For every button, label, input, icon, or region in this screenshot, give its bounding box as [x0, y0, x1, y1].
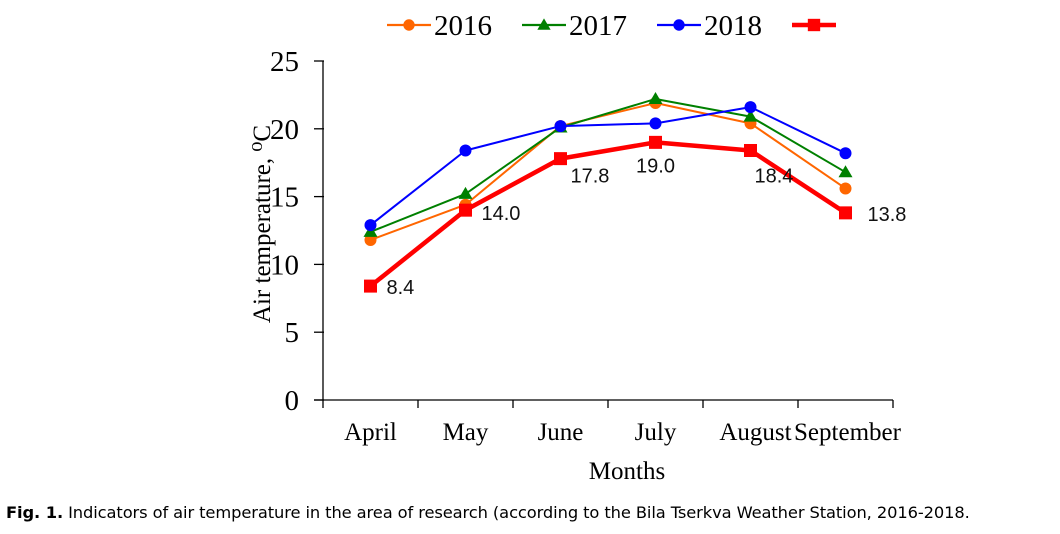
legend-label: 2018: [704, 10, 762, 42]
figure-caption: Fig. 1. Indicators of air temperature in…: [6, 503, 970, 522]
y-tick-label: 15: [270, 182, 299, 214]
line-chart: 2016 2017 2018 0 5 10 15 20 25 April May June July…: [249, 10, 907, 485]
data-point: [364, 219, 377, 232]
y-tick-label: 5: [285, 317, 300, 349]
y-tick-label: 25: [270, 46, 299, 78]
y-axis: 0 5 10 15 20 25: [270, 46, 324, 417]
data-point: [648, 91, 663, 104]
legend-label: 2017: [569, 10, 627, 42]
data-point: [554, 120, 567, 133]
data-point: [459, 144, 472, 157]
series-mean: 8.4 14.0 17.8 19.0 18.4 13.8: [364, 135, 907, 299]
data-point: [649, 135, 662, 149]
legend-item: [792, 18, 836, 32]
x-axis-label: Months: [589, 458, 665, 485]
data-point: [459, 203, 472, 217]
x-tick-label: April: [344, 419, 397, 446]
data-label: 19.0: [636, 155, 675, 177]
data-label: 18.4: [755, 165, 794, 187]
x-tick-label: May: [443, 419, 489, 446]
series-line: [369, 140, 847, 288]
caption-text: Indicators of air temperature in the are…: [63, 503, 970, 522]
legend-marker: [807, 18, 821, 32]
data-point: [458, 186, 473, 199]
data-label: 8.4: [387, 277, 415, 299]
series-line: [370, 102, 847, 241]
x-tick-label: August: [719, 419, 791, 446]
plot-area: 8.4 14.0 17.8 19.0 18.4 13.8: [363, 91, 907, 299]
legend-item: 2018: [657, 10, 762, 42]
y-tick-label: 0: [285, 385, 300, 417]
y-tick-label: 10: [270, 249, 299, 281]
y-axis-label: Air temperature, ⁰C: [249, 125, 276, 323]
legend-item: 2016: [387, 10, 492, 42]
data-point: [743, 109, 758, 122]
x-tick-label: July: [635, 419, 677, 446]
data-point: [744, 143, 757, 157]
y-tick-label: 20: [270, 114, 299, 146]
legend-marker: [537, 18, 551, 30]
data-point: [839, 182, 852, 195]
data-label: 13.8: [868, 204, 907, 226]
legend-label: 2016: [434, 10, 492, 42]
data-point: [744, 101, 757, 114]
series-2018: [364, 101, 852, 232]
series-line: [369, 106, 846, 226]
data-point: [364, 279, 377, 293]
legend-marker: [673, 19, 685, 31]
x-tick-label: June: [538, 419, 584, 446]
x-axis: April May June July August September: [314, 399, 902, 446]
data-label: 14.0: [482, 203, 521, 225]
caption-prefix: Fig. 1.: [6, 503, 64, 522]
data-point: [839, 206, 852, 220]
data-label: 17.8: [571, 166, 610, 188]
series-line: [370, 97, 847, 233]
data-point: [839, 147, 852, 160]
legend-marker: [403, 19, 415, 31]
data-point: [649, 117, 662, 130]
data-point: [364, 233, 377, 246]
legend: 2016 2017 2018: [387, 10, 836, 42]
x-tick-label: September: [794, 419, 902, 446]
data-point: [554, 152, 567, 166]
legend-item: 2017: [522, 10, 627, 42]
data-point: [838, 165, 853, 178]
